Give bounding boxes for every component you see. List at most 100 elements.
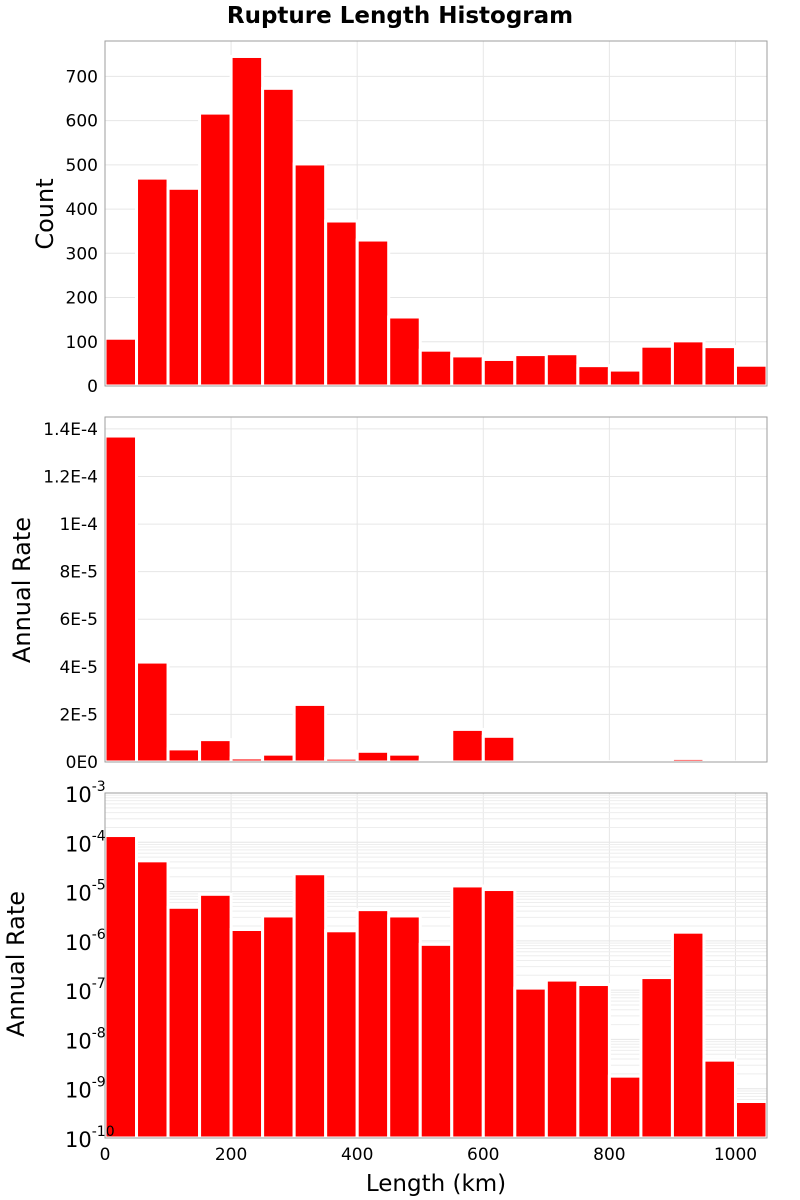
- histogram-bar: [229, 927, 265, 1140]
- histogram-bar: [261, 752, 296, 764]
- histogram-bar: [103, 336, 139, 388]
- histogram-bar: [544, 352, 580, 388]
- y-tick-label: 0E0: [66, 753, 98, 773]
- histogram-bar: [103, 834, 139, 1140]
- histogram-bar: [292, 702, 328, 764]
- y-tick-label: 6E-5: [59, 610, 98, 630]
- y-axis-label: Count: [31, 178, 59, 249]
- count-panel: 0 100 200 300 400 500 600 700 Count: [31, 40, 769, 397]
- x-tick-label: 1000: [714, 1145, 757, 1165]
- histogram-bar: [292, 872, 328, 1140]
- histogram-bar: [733, 363, 769, 388]
- histogram-bar: [198, 738, 233, 764]
- histogram-bar: [670, 339, 706, 388]
- x-tick-label: 800: [593, 1145, 625, 1165]
- y-tick-label: 100: [66, 333, 98, 353]
- annual-rate-linear-panel: 0E0 2E-5 4E-5 6E-5 8E-5 1E-4 1.2E-4 1.4E-4 Annua…: [8, 416, 769, 773]
- y-tick-label: 400: [66, 200, 98, 220]
- x-tick-label: 600: [467, 1145, 499, 1165]
- y-tick-label: 200: [66, 289, 98, 309]
- y-tick-label: 1.2E-4: [43, 467, 98, 487]
- plot-frame: [104, 40, 768, 387]
- y-tick-label: 10-5: [65, 878, 106, 906]
- histogram-bar: [481, 734, 517, 764]
- histogram-bar: [639, 976, 674, 1140]
- x-tick-label: 400: [341, 1145, 373, 1165]
- y-tick-label: 10-4: [65, 828, 106, 856]
- y-tick-label: 10-8: [65, 1025, 106, 1053]
- histogram-bar: [166, 186, 202, 388]
- histogram-bar: [135, 176, 170, 388]
- histogram-bar: [544, 978, 580, 1140]
- histogram-bar: [387, 315, 422, 388]
- histogram-bar: [166, 905, 202, 1140]
- y-tick-label: 10-6: [65, 927, 106, 955]
- histogram-bar: [418, 348, 454, 388]
- histogram-bar: [576, 364, 611, 388]
- histogram-bar: [355, 238, 391, 388]
- x-tick-label: 0: [100, 1145, 111, 1165]
- y-tick-label: 0: [87, 377, 98, 397]
- histogram-bar: [198, 111, 233, 388]
- histogram-bar: [702, 1058, 737, 1140]
- histogram-bar: [135, 660, 170, 764]
- y-tick-label: 8E-5: [59, 563, 98, 583]
- histogram-bar: [292, 162, 328, 388]
- histogram-bar: [355, 749, 391, 764]
- histogram-bar: [670, 930, 706, 1140]
- y-tick-label: 700: [66, 67, 98, 87]
- plot-frame: [104, 416, 768, 763]
- x-tick-label: 200: [215, 1145, 247, 1165]
- y-tick-label: 600: [66, 112, 98, 132]
- histogram-bar: [418, 942, 454, 1140]
- histogram-bar: [513, 986, 548, 1140]
- x-axis: 0 200 400 600 800 1000: [100, 1145, 758, 1165]
- y-tick-label: 10-7: [65, 976, 106, 1004]
- plot-frame: [104, 792, 768, 1139]
- x-axis-label: Length (km): [366, 1171, 506, 1197]
- annual-rate-log-panel: 10-10 10-9 10-8 10-7 10-6 10-5 10-4 10-3 Annual …: [2, 779, 769, 1152]
- y-tick-label: 2E-5: [59, 705, 98, 725]
- histogram-bar: [355, 908, 391, 1140]
- histogram-bar: [639, 344, 674, 388]
- histogram-bar: [607, 1074, 643, 1140]
- y-tick-label: 10-9: [65, 1075, 106, 1103]
- histogram-bar: [387, 752, 422, 764]
- histogram-bar: [670, 756, 706, 764]
- y-tick-label: 10-3: [65, 779, 106, 807]
- histogram-bar: [324, 929, 359, 1140]
- histogram-bar: [481, 357, 517, 388]
- y-axis-label: Annual Rate: [8, 517, 36, 663]
- y-tick-label: 1.4E-4: [43, 420, 98, 440]
- histogram-bar: [229, 756, 265, 764]
- plot-area: [105, 417, 767, 762]
- histogram-bar: [450, 884, 485, 1140]
- histogram-bar: [481, 888, 517, 1140]
- histogram-bar: [324, 756, 359, 764]
- histogram-bar: [450, 354, 485, 388]
- histogram-bar: [513, 353, 548, 388]
- histogram-bar: [198, 892, 233, 1140]
- histogram-bar: [733, 1100, 769, 1140]
- histogram-bar: [607, 368, 643, 388]
- y-tick-label: 10-10: [65, 1124, 115, 1152]
- chart-title: Rupture Length Histogram: [227, 3, 573, 29]
- histogram-bar: [261, 86, 296, 388]
- histogram-bar: [702, 345, 737, 388]
- histogram-bar: [576, 983, 611, 1140]
- y-axis-label: Annual Rate: [2, 891, 30, 1037]
- histogram-bar: [261, 914, 296, 1140]
- histogram-bar: [229, 54, 265, 388]
- histogram-bar: [103, 434, 139, 764]
- histogram-bar: [324, 219, 359, 388]
- y-tick-label: 1E-4: [59, 515, 98, 535]
- y-tick-label: 300: [66, 244, 98, 264]
- histogram-bar: [166, 747, 202, 764]
- y-tick-label: 500: [66, 156, 98, 176]
- y-tick-label: 4E-5: [59, 658, 98, 678]
- histogram-bar: [135, 859, 170, 1140]
- histogram-bar: [387, 914, 422, 1140]
- histogram-bar: [450, 727, 485, 764]
